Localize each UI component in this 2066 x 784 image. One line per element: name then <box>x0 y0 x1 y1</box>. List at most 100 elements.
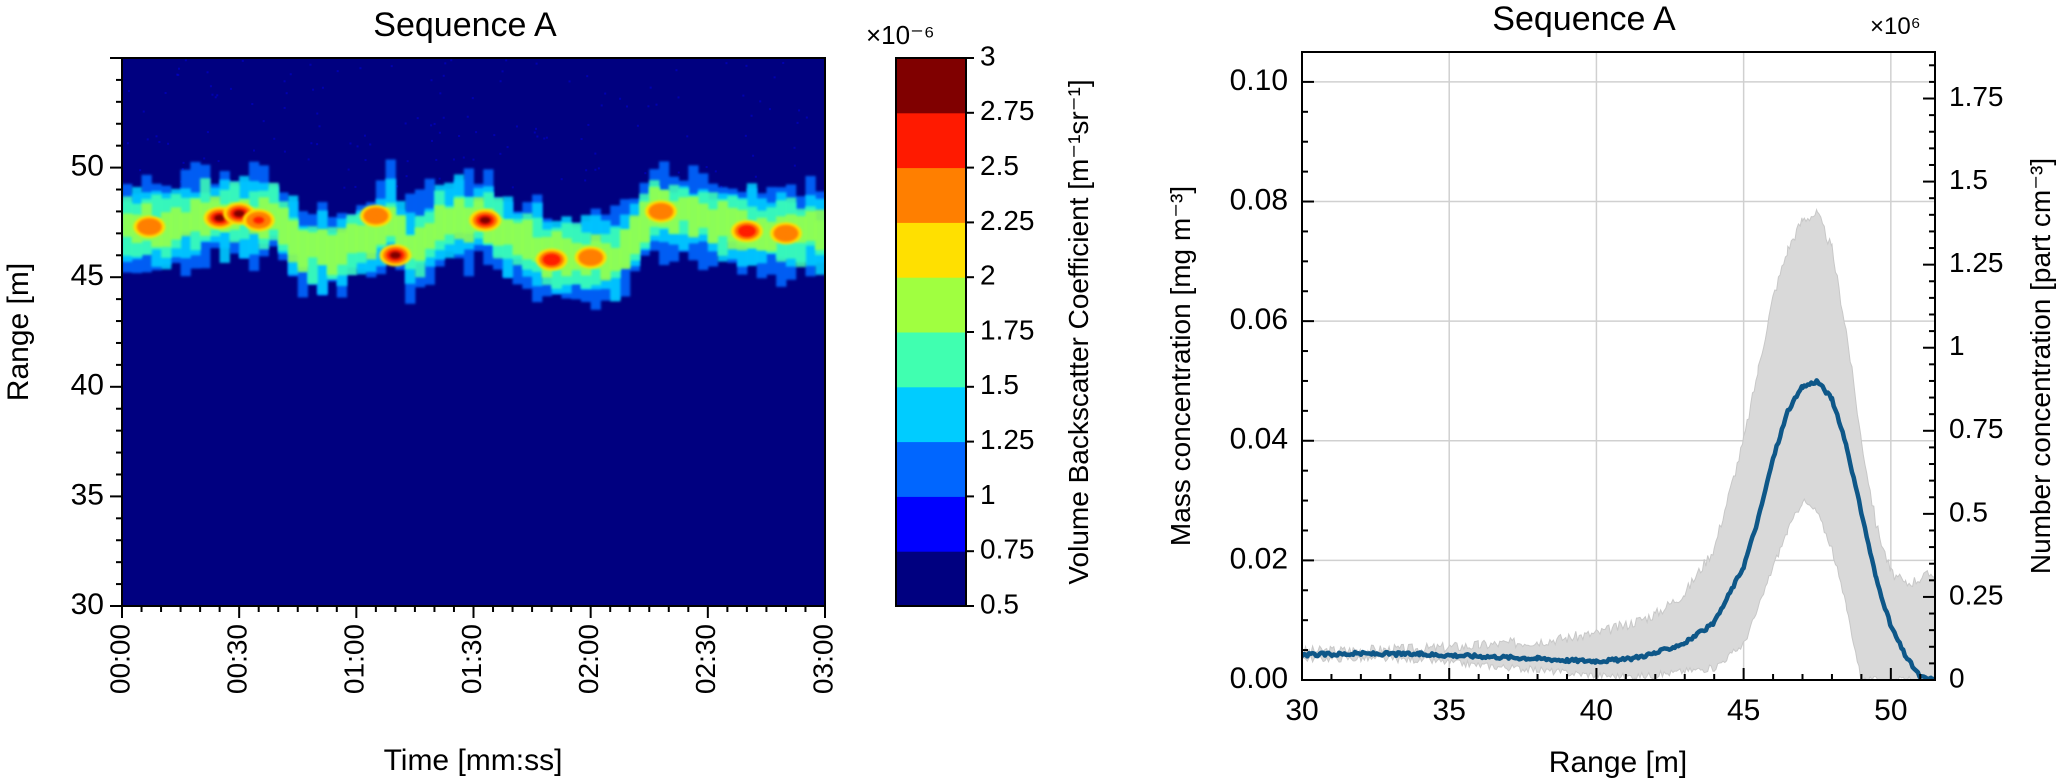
heatmap-panel: Sequence A 00:00 00:30 01:00 01:30 02:00 02:3… <box>2 6 838 777</box>
heatmap-noise-cell <box>321 86 324 89</box>
heatmap-cell <box>405 235 416 259</box>
heatmap-cell <box>629 215 640 255</box>
line-right-multiplier: ×10⁶ <box>1870 13 1921 40</box>
heatmap-noise-cell <box>584 179 587 182</box>
colorbar-ticks: 0.5 0.75 1 1.25 1.5 1.75 2 2.25 2.5 2.75 3 <box>966 40 1035 619</box>
heatmap-cell <box>190 198 201 232</box>
colorbar-segment <box>896 277 966 333</box>
heatmap-noise-cell <box>535 127 538 130</box>
heatmap-noise-cell <box>206 131 209 134</box>
heatmap-cell <box>463 207 474 243</box>
heatmap-noise-cell <box>649 86 652 89</box>
line-right-tick-label: 1.5 <box>1949 164 1988 195</box>
colorbar-segment <box>896 167 966 223</box>
heatmap-cell <box>366 219 377 260</box>
colorbar-multiplier: ×10⁻⁶ <box>866 20 935 50</box>
heatmap-hotspot <box>253 216 265 224</box>
heatmap-noise-cell <box>438 177 441 180</box>
heatmap-noise-cell <box>214 96 217 99</box>
heatmap-cell <box>122 213 133 237</box>
heatmap-noise-cell <box>364 159 367 162</box>
line-right-tick-label: 1.25 <box>1949 247 2004 278</box>
line-axes: 30 35 40 45 50 0.00 0.02 0.04 0.06 0.08 0.10 0 0.25 0… <box>1230 51 2004 727</box>
heatmap-noise-cell <box>209 85 212 88</box>
heatmap-noise-cell <box>533 131 536 134</box>
heatmap-cell <box>522 219 533 260</box>
heatmap-noise-cell <box>164 91 167 94</box>
heatmap-cell <box>170 207 182 240</box>
heatmap-noise-cell <box>600 104 603 107</box>
heatmap-noise-cell <box>139 169 142 172</box>
heatmap-noise-cell <box>472 158 475 161</box>
heatmap-noise-cell <box>793 164 796 167</box>
heatmap-y-tick-label: 40 <box>71 369 104 402</box>
heatmap-noise-cell <box>435 158 438 161</box>
heatmap-noise-cell <box>543 137 546 140</box>
heatmap-y-tick-label: 35 <box>71 478 104 511</box>
heatmap-cell <box>287 220 299 263</box>
heatmap-cell <box>639 201 650 243</box>
colorbar-tick-label: 1.75 <box>980 314 1035 345</box>
heatmap-noise-cell <box>359 67 362 70</box>
line-right-tick-label: 0 <box>1949 662 1965 693</box>
heatmap-noise-cell <box>126 142 129 145</box>
heatmap-noise-cell <box>312 88 315 91</box>
heatmap-y-tick-label: 45 <box>71 259 104 292</box>
heatmap-noise-cell <box>742 94 745 97</box>
uncertainty-band <box>1302 207 1935 680</box>
heatmap-noise-cell <box>283 80 286 83</box>
heatmap-noise-cell <box>347 168 350 171</box>
heatmap-noise-cell <box>560 178 563 181</box>
colorbar-tick-label: 1.25 <box>980 424 1035 455</box>
heatmap-cell <box>532 237 543 262</box>
heatmap-noise-cell <box>505 59 508 62</box>
heatmap-noise-cell <box>677 96 680 99</box>
heatmap-noise-cell <box>404 122 407 125</box>
colorbar: 0.5 0.75 1 1.25 1.5 1.75 2 2.25 2.5 2.75 3 ×10⁻⁶ V… <box>866 20 1094 619</box>
heatmap-noise-cell <box>182 161 185 164</box>
heatmap-cell <box>600 243 611 281</box>
colorbar-tick-label: 2.5 <box>980 150 1019 181</box>
heatmap-cell <box>688 196 699 238</box>
heatmap-noise-cell <box>217 160 220 163</box>
heatmap-noise-cell <box>450 59 453 62</box>
heatmap-noise-cell <box>442 74 445 77</box>
heatmap-x-tick-label: 01:00 <box>339 624 370 694</box>
heatmap-noise-cell <box>439 92 442 95</box>
heatmap-cell <box>610 247 621 272</box>
line-right-tick-label: 0.75 <box>1949 413 2004 444</box>
heatmap-cell <box>424 223 435 249</box>
line-y-tick-label: 0.04 <box>1230 423 1288 456</box>
heatmap-noise-cell <box>626 105 629 108</box>
colorbar-segment <box>896 496 966 552</box>
heatmap-cell <box>395 215 406 256</box>
heatmap-noise-cell <box>452 158 455 161</box>
heatmap-noise-cell <box>586 75 589 78</box>
line-y-tick-label: 0.06 <box>1230 303 1288 336</box>
heatmap-noise-cell <box>167 142 170 145</box>
heatmap-hotspot <box>479 216 491 224</box>
heatmap-noise-cell <box>636 124 639 127</box>
heatmap-y-tick-label: 30 <box>71 588 104 621</box>
heatmap-noise-cell <box>127 90 130 93</box>
heatmap-y-label: Range [m] <box>2 263 35 401</box>
line-x-tick-label: 40 <box>1580 694 1613 727</box>
heatmap-cell <box>317 229 328 265</box>
heatmap-noise-cell <box>619 97 622 100</box>
heatmap-noise-cell <box>216 94 219 97</box>
colorbar-tick-label: 3 <box>980 40 996 71</box>
heatmap-noise-cell <box>675 69 678 72</box>
heatmap-noise-cell <box>438 131 441 134</box>
heatmap-noise-cell <box>745 64 748 67</box>
colorbar-segment <box>896 222 966 278</box>
heatmap-cell <box>307 232 318 258</box>
heatmap-cell <box>805 211 816 241</box>
line-panel: Sequence A 30 35 40 45 50 0.00 0.02 0.04 0.06 0.0… <box>1165 0 2056 779</box>
heatmap-hotspot <box>780 229 792 237</box>
heatmap-noise-cell <box>535 62 538 65</box>
heatmap-noise-cell <box>442 116 445 119</box>
line-y-label-left: Mass concentration [mg m⁻³] <box>1165 186 1196 546</box>
heatmap-hotspot <box>741 227 753 235</box>
colorbar-tick-label: 0.75 <box>980 534 1035 565</box>
heatmap-noise-cell <box>176 73 179 76</box>
